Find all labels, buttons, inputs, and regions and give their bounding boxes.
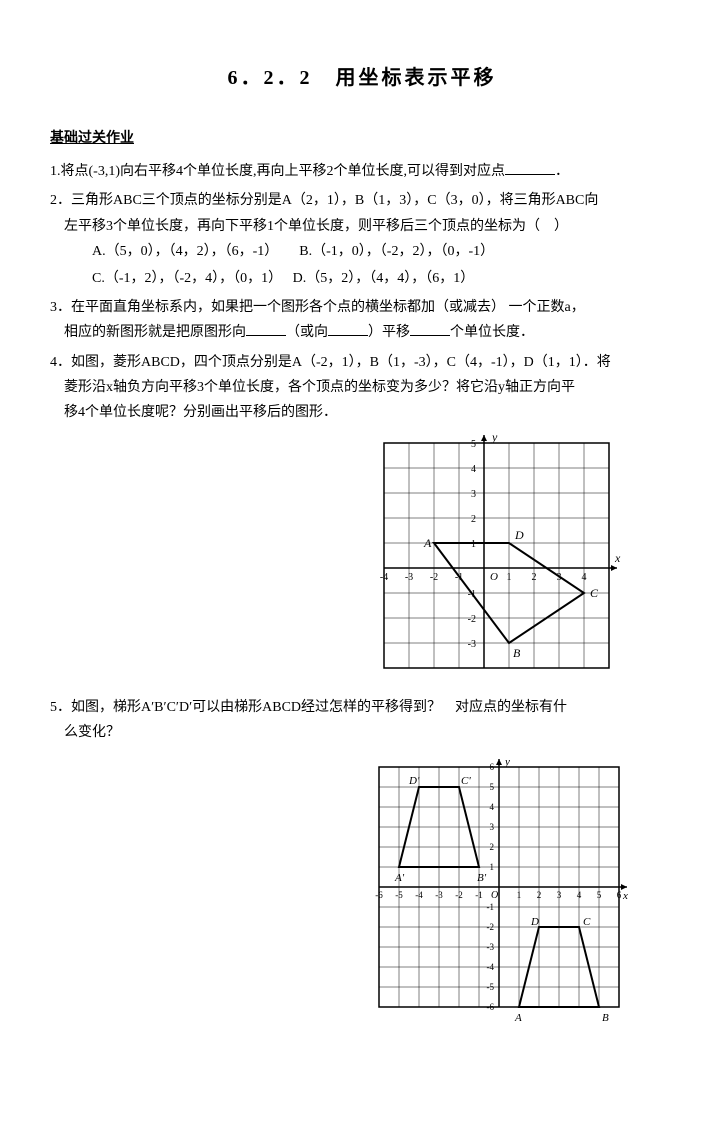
svg-text:4: 4 <box>582 572 587 583</box>
svg-text:-1: -1 <box>475 890 483 900</box>
svg-text:-3: -3 <box>405 572 413 583</box>
q5-line2: 么变化？ <box>50 720 674 745</box>
svg-text:4: 4 <box>471 464 476 475</box>
svg-text:5: 5 <box>597 890 602 900</box>
q3-l2a: 相应的新图形就是把原图形向 <box>64 325 246 340</box>
section-header: 基础过关作业 <box>50 126 674 151</box>
q4-line2: 菱形沿x轴负方向平移3个单位长度，各个顶点的坐标变为多少？将它沿y轴正方向平 <box>50 375 674 400</box>
svg-text:-4: -4 <box>380 572 388 583</box>
svg-text:O: O <box>491 890 498 901</box>
q5-figure: -6 -5 -4 -3 -2 -1 1 2 3 4 5 6 -6 -5 -4 -3 -2 -1 1 2 3 4 5 6 Ox y A… <box>50 757 674 1037</box>
svg-text:-2: -2 <box>487 922 495 932</box>
svg-text:5: 5 <box>490 782 495 792</box>
q2-optA: A.（5，0），（4，2），（6，-1） <box>92 244 271 259</box>
svg-text:D: D <box>530 916 539 928</box>
svg-text:A': A' <box>394 872 405 884</box>
svg-text:A: A <box>423 536 432 550</box>
q3-line1: 3．在平面直角坐标系内，如果把一个图形各个点的横坐标都加（或减去） 一个正数a， <box>50 295 674 320</box>
question-5: 5．如图，梯形A′B′C′D′可以由梯形ABCD经过怎样的平移得到？ 对应点的坐… <box>50 695 674 745</box>
svg-text:6: 6 <box>617 890 622 900</box>
svg-text:3: 3 <box>471 489 476 500</box>
svg-text:-3: -3 <box>487 942 495 952</box>
svg-text:-4: -4 <box>415 890 423 900</box>
svg-text:y: y <box>491 433 498 444</box>
svg-text:x: x <box>622 890 628 902</box>
q3-blank3 <box>410 320 450 336</box>
svg-text:2: 2 <box>490 842 495 852</box>
q4-figure: -4-3-2-11234-3-2-112345OxyABCD <box>50 433 674 683</box>
q2-options-row1: A.（5，0），（4，2），（6，-1） B.（-1，0），（-2，2），（0，… <box>92 239 674 264</box>
q4-chart: -4-3-2-11234-3-2-112345OxyABCD <box>374 433 644 683</box>
svg-text:-3: -3 <box>468 639 476 650</box>
q3-l2d: 个单位长度． <box>450 325 534 340</box>
svg-text:x: x <box>614 551 621 565</box>
svg-text:-5: -5 <box>487 982 495 992</box>
q2-optC: C.（-1，2），（-2，4），（0，1） <box>92 271 275 286</box>
q2-line1: 2．三角形ABC三个顶点的坐标分别是A（2，1），B（1，3），C（3，0），将… <box>50 188 674 213</box>
svg-text:-1: -1 <box>487 902 495 912</box>
q1-suffix: ． <box>555 164 569 179</box>
svg-text:-4: -4 <box>487 962 495 972</box>
svg-text:D: D <box>514 528 524 542</box>
svg-text:-2: -2 <box>455 890 463 900</box>
q3-blank2 <box>328 320 368 336</box>
svg-text:C: C <box>583 916 591 928</box>
svg-text:-5: -5 <box>395 890 403 900</box>
question-1: 1.将点(-3,1)向右平移4个单位长度,再向上平移2个单位长度,可以得到对应点… <box>50 159 674 184</box>
svg-text:C': C' <box>461 775 471 787</box>
svg-text:1: 1 <box>471 539 476 550</box>
q1-blank <box>505 159 555 175</box>
q2-options-row2: C.（-1，2），（-2，4），（0，1） D.（5，2），（4，4），（6，1… <box>92 266 674 291</box>
svg-text:1: 1 <box>490 862 495 872</box>
svg-text:-6: -6 <box>487 1002 495 1012</box>
svg-text:2: 2 <box>532 572 537 583</box>
svg-text:3: 3 <box>490 822 495 832</box>
svg-text:5: 5 <box>471 439 476 450</box>
q5-line1: 5．如图，梯形A′B′C′D′可以由梯形ABCD经过怎样的平移得到？ 对应点的坐… <box>50 695 674 720</box>
q5-chart: -6 -5 -4 -3 -2 -1 1 2 3 4 5 6 -6 -5 -4 -3 -2 -1 1 2 3 4 5 6 Ox y A… <box>364 757 644 1037</box>
svg-text:2: 2 <box>471 514 476 525</box>
q2-optD: D.（5，2），（4，4），（6，1） <box>293 271 475 286</box>
svg-text:B': B' <box>477 872 487 884</box>
q4-line3: 移4个单位长度呢？分别画出平移后的图形． <box>50 400 674 425</box>
svg-text:4: 4 <box>577 890 582 900</box>
q4-line1: 4．如图，菱形ABCD，四个顶点分别是A（-2，1），B（1，-3），C（4，-… <box>50 350 674 375</box>
svg-text:1: 1 <box>507 572 512 583</box>
q3-blank1 <box>246 320 286 336</box>
q2-line2: 左平移3个单位长度，再向下平移1个单位长度，则平移后三个顶点的坐标为（ ） <box>50 214 674 239</box>
svg-text:3: 3 <box>557 890 562 900</box>
svg-text:-3: -3 <box>435 890 443 900</box>
svg-text:D': D' <box>408 775 420 787</box>
question-3: 3．在平面直角坐标系内，如果把一个图形各个点的横坐标都加（或减去） 一个正数a，… <box>50 295 674 345</box>
svg-text:-2: -2 <box>468 614 476 625</box>
question-2: 2．三角形ABC三个顶点的坐标分别是A（2，1），B（1，3），C（3，0），将… <box>50 188 674 291</box>
svg-text:y: y <box>504 757 510 768</box>
question-4: 4．如图，菱形ABCD，四个顶点分别是A（-2，1），B（1，-3），C（4，-… <box>50 350 674 426</box>
svg-text:1: 1 <box>517 890 522 900</box>
svg-text:O: O <box>490 571 498 583</box>
svg-text:-6: -6 <box>375 890 383 900</box>
svg-text:4: 4 <box>490 802 495 812</box>
q2-optB: B.（-1，0），（-2，2），（0，-1） <box>299 244 494 259</box>
svg-text:6: 6 <box>490 762 495 772</box>
svg-text:B: B <box>513 646 521 660</box>
svg-text:-2: -2 <box>430 572 438 583</box>
q3-l2b: （或向 <box>286 325 328 340</box>
page-title: 6．2．2 用坐标表示平移 <box>50 60 674 96</box>
svg-text:C: C <box>590 586 599 600</box>
q3-line2: 相应的新图形就是把原图形向 （或向 ）平移 个单位长度． <box>50 320 674 345</box>
q3-l2c: ）平移 <box>368 325 410 340</box>
svg-text:2: 2 <box>537 890 542 900</box>
q1-text: 1.将点(-3,1)向右平移4个单位长度,再向上平移2个单位长度,可以得到对应点 <box>50 164 505 179</box>
